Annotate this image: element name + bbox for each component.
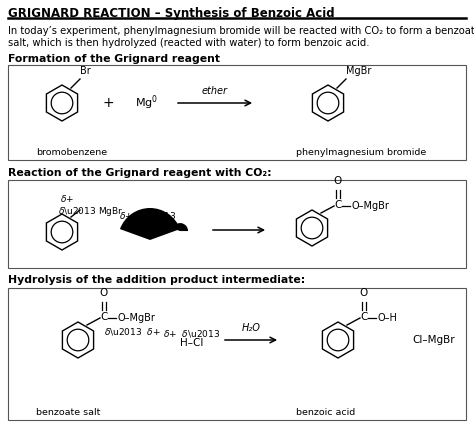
Text: Cl–MgBr: Cl–MgBr [412, 335, 455, 345]
Text: GRIGNARD REACTION – Synthesis of Benzoic Acid: GRIGNARD REACTION – Synthesis of Benzoic… [8, 7, 335, 20]
Text: O–H: O–H [378, 313, 398, 323]
Wedge shape [120, 208, 180, 240]
Text: H–Cl: H–Cl [180, 338, 204, 348]
Text: salt, which is then hydrolyzed (reacted with water) to form benzoic acid.: salt, which is then hydrolyzed (reacted … [8, 38, 370, 48]
Text: Br: Br [80, 66, 91, 76]
Text: O: O [334, 176, 342, 186]
Bar [8, 180, 466, 268]
Text: benzoate salt: benzoate salt [36, 408, 100, 417]
Text: ether: ether [202, 86, 228, 96]
Text: H₂O: H₂O [242, 323, 260, 333]
Text: O–MgBr: O–MgBr [118, 313, 156, 323]
Text: MgBr: MgBr [346, 66, 371, 76]
Text: $\delta$\u2013  $\delta$+: $\delta$\u2013 $\delta$+ [104, 326, 161, 337]
Text: C: C [360, 312, 368, 322]
Text: Formation of the Grignard reagent: Formation of the Grignard reagent [8, 54, 220, 64]
Bar [8, 65, 466, 160]
Text: C: C [100, 312, 108, 322]
Text: O: O [360, 288, 368, 298]
Text: Mg$^0$: Mg$^0$ [136, 94, 159, 112]
Text: O: O [100, 288, 108, 298]
Text: phenylmagnesium bromide: phenylmagnesium bromide [296, 148, 426, 157]
Text: In today’s experiment, phenylmagnesium bromide will be reacted with CO₂ to form : In today’s experiment, phenylmagnesium b… [8, 26, 474, 36]
Text: $\delta$+  $\delta$\u2013: $\delta$+ $\delta$\u2013 [119, 210, 177, 221]
Text: O–MgBr: O–MgBr [352, 201, 390, 211]
Text: C: C [334, 200, 342, 210]
Text: Reaction of the Grignard reagent with CO₂:: Reaction of the Grignard reagent with CO… [8, 168, 272, 178]
Text: +: + [102, 96, 114, 110]
Text: O=C=O: O=C=O [131, 220, 165, 230]
Text: $\delta$+  $\delta$\u2013: $\delta$+ $\delta$\u2013 [164, 328, 220, 339]
Text: $\delta$+: $\delta$+ [60, 193, 74, 204]
Text: $\delta$\u2013 MgBr: $\delta$\u2013 MgBr [58, 205, 123, 218]
Text: Hydrolysis of the addition product intermediate:: Hydrolysis of the addition product inter… [8, 275, 305, 285]
Text: benzoic acid: benzoic acid [296, 408, 355, 417]
Text: bromobenzene: bromobenzene [36, 148, 107, 157]
Wedge shape [173, 223, 188, 231]
Bar [8, 288, 466, 420]
